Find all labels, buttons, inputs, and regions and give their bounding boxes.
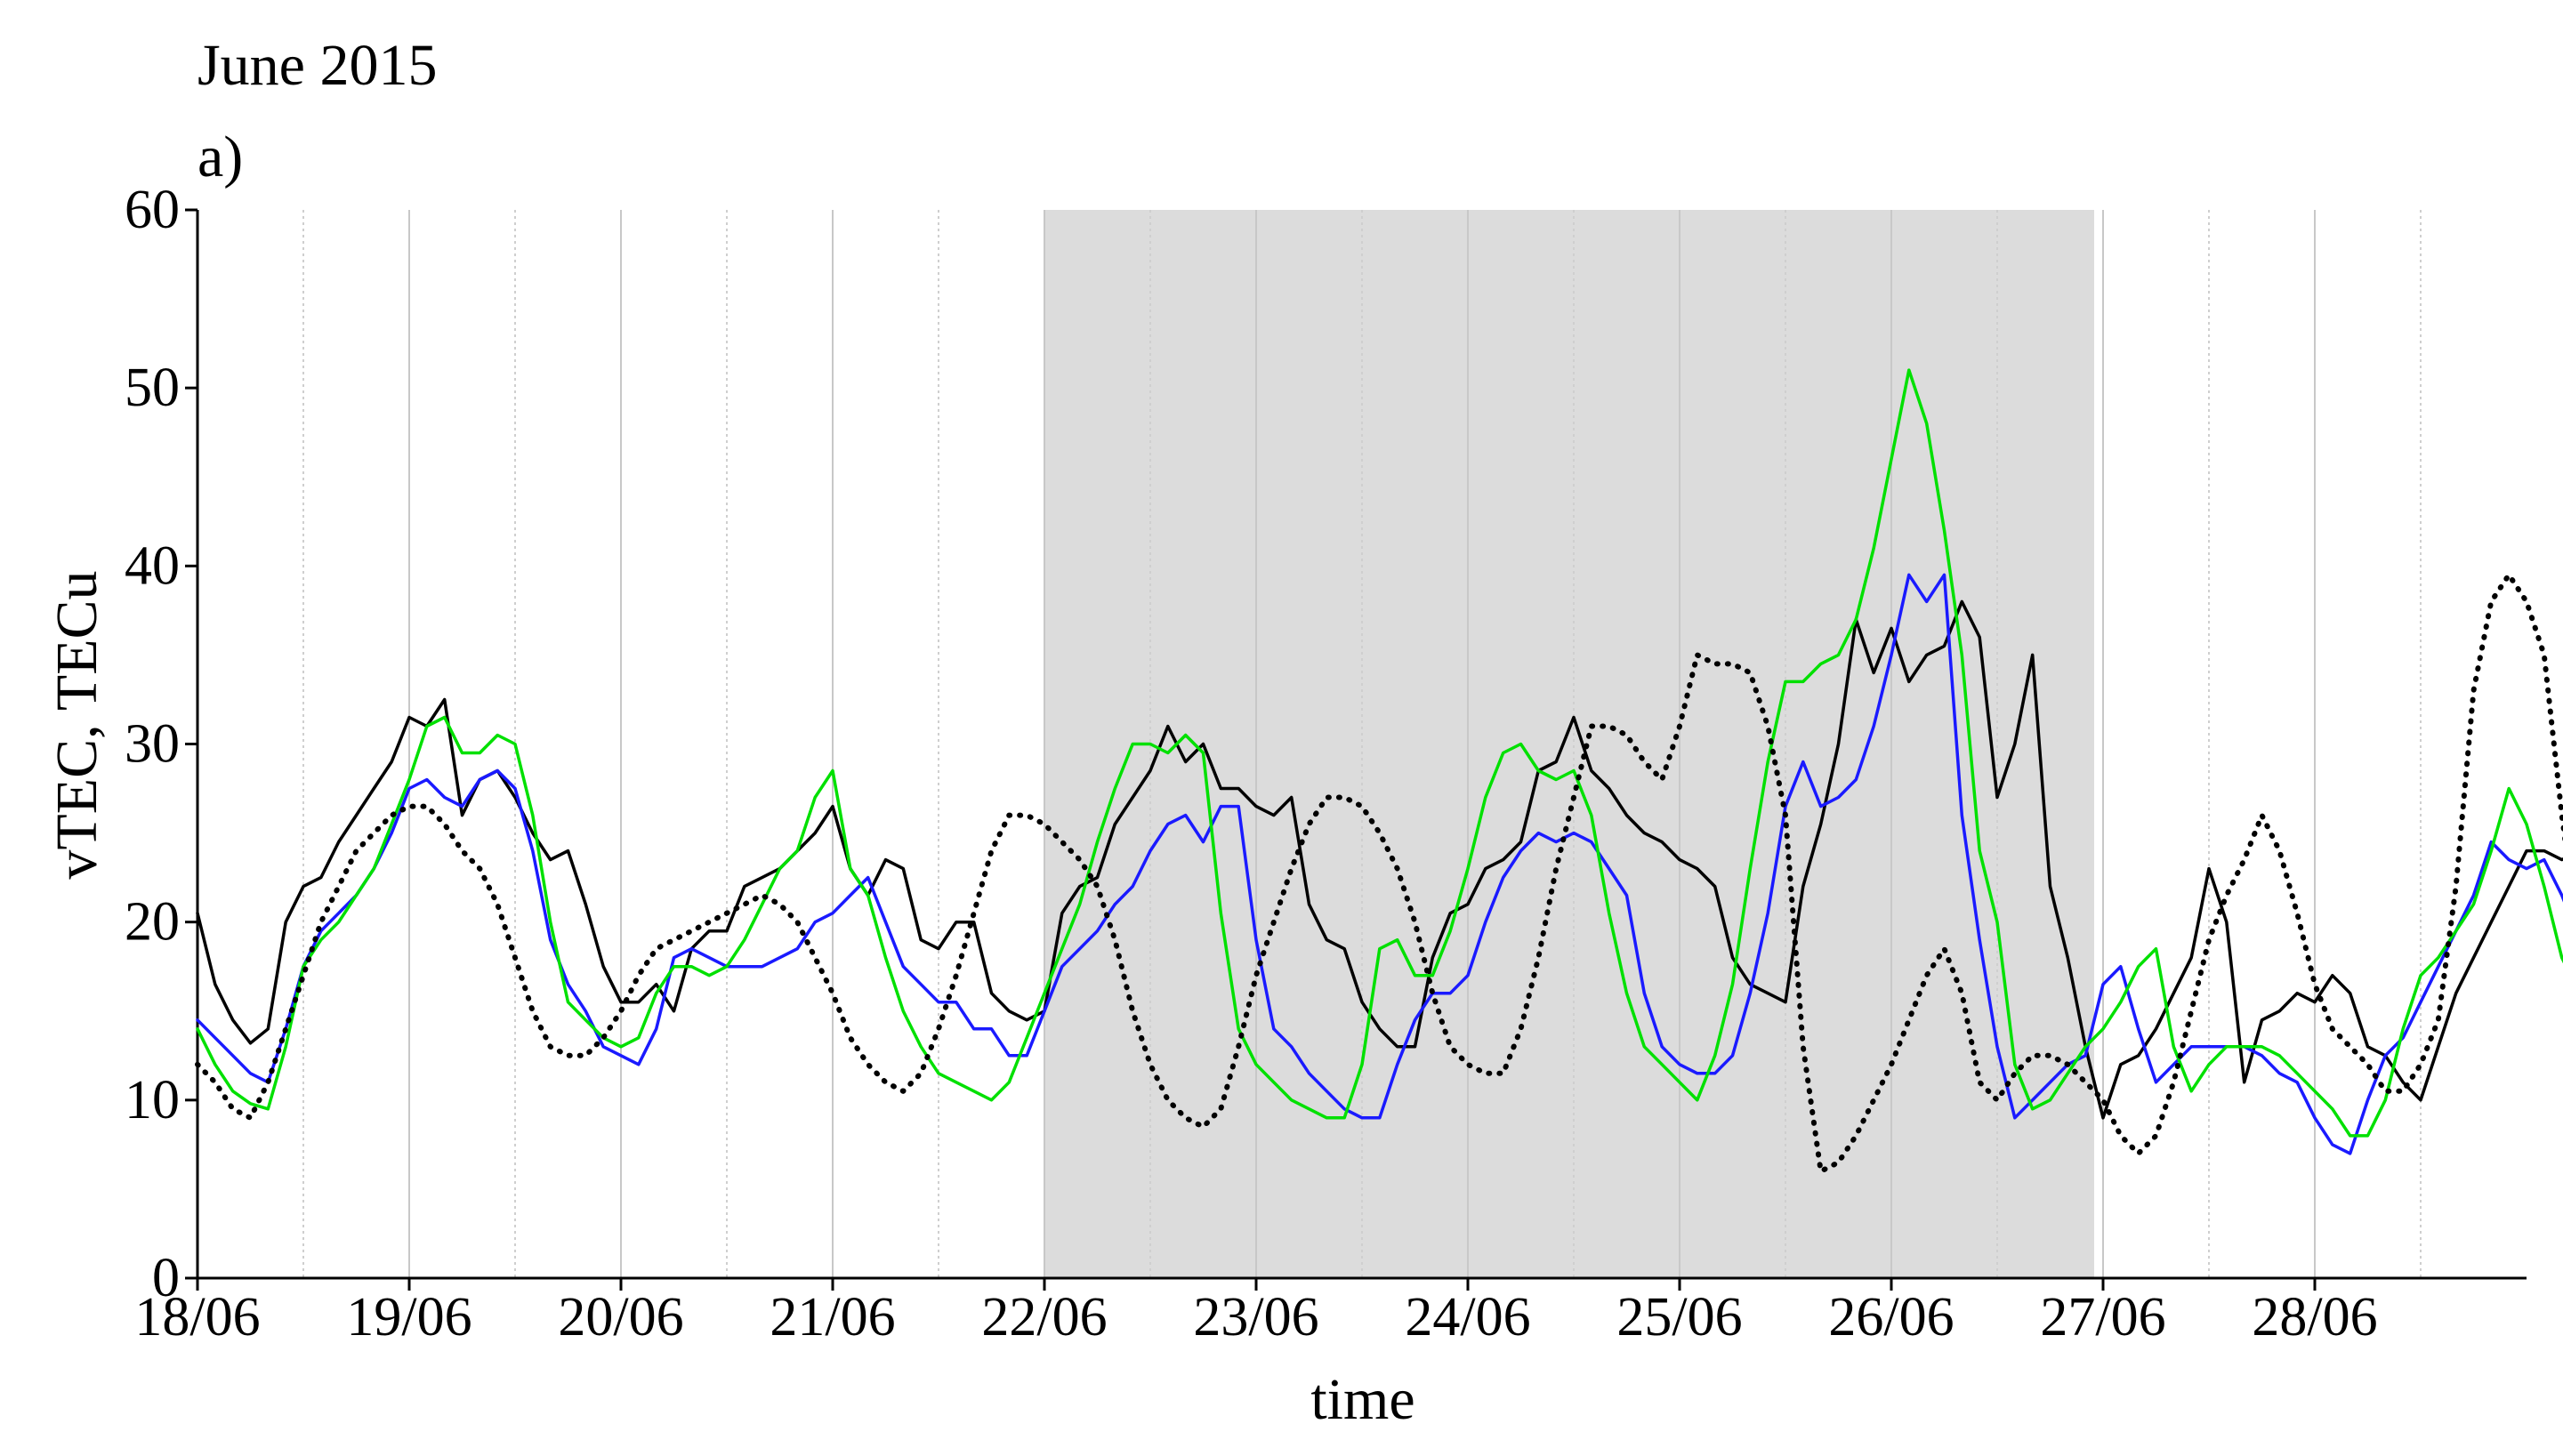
y-axis-label: vTEC, TECu	[44, 570, 109, 879]
x-tick-label: 28/06	[2252, 1287, 2377, 1347]
panel-label: a)	[197, 125, 243, 189]
x-axis-label: time	[1310, 1367, 1414, 1432]
series-line-4	[195, 572, 2563, 1174]
series-line-2	[196, 573, 2563, 1155]
plot-area: 0 10 20 30 40 50 60 18/06 19/06 20/06 21/06 22/06 23…	[125, 180, 2563, 1347]
x-tick-label: 23/06	[1193, 1287, 1318, 1347]
shaded-period	[1044, 210, 2094, 1278]
x-tick-label: 26/06	[1828, 1287, 1954, 1347]
chart-title: June 2015	[197, 33, 437, 98]
y-tick-label: 50	[125, 358, 180, 418]
y-tick-label: 20	[125, 892, 180, 953]
x-tick-label: 20/06	[558, 1287, 683, 1347]
x-tick-label: 25/06	[1616, 1287, 1742, 1347]
x-tick-label: 19/06	[346, 1287, 471, 1347]
y-tick-label: 40	[125, 535, 180, 596]
x-tick-label: 27/06	[2040, 1287, 2165, 1347]
x-tick-label: 24/06	[1405, 1287, 1530, 1347]
y-tick-label: 60	[125, 180, 180, 240]
x-tick-label: 22/06	[981, 1287, 1107, 1347]
x-tick-label: 21/06	[770, 1287, 895, 1347]
series-line-3	[196, 368, 2563, 1138]
y-tick-label: 0	[152, 1248, 180, 1308]
y-tick-label: 10	[125, 1070, 180, 1130]
series-line-1	[196, 599, 2563, 1120]
y-tick-label: 30	[125, 714, 180, 775]
x-tick-label: 18/06	[134, 1287, 260, 1347]
